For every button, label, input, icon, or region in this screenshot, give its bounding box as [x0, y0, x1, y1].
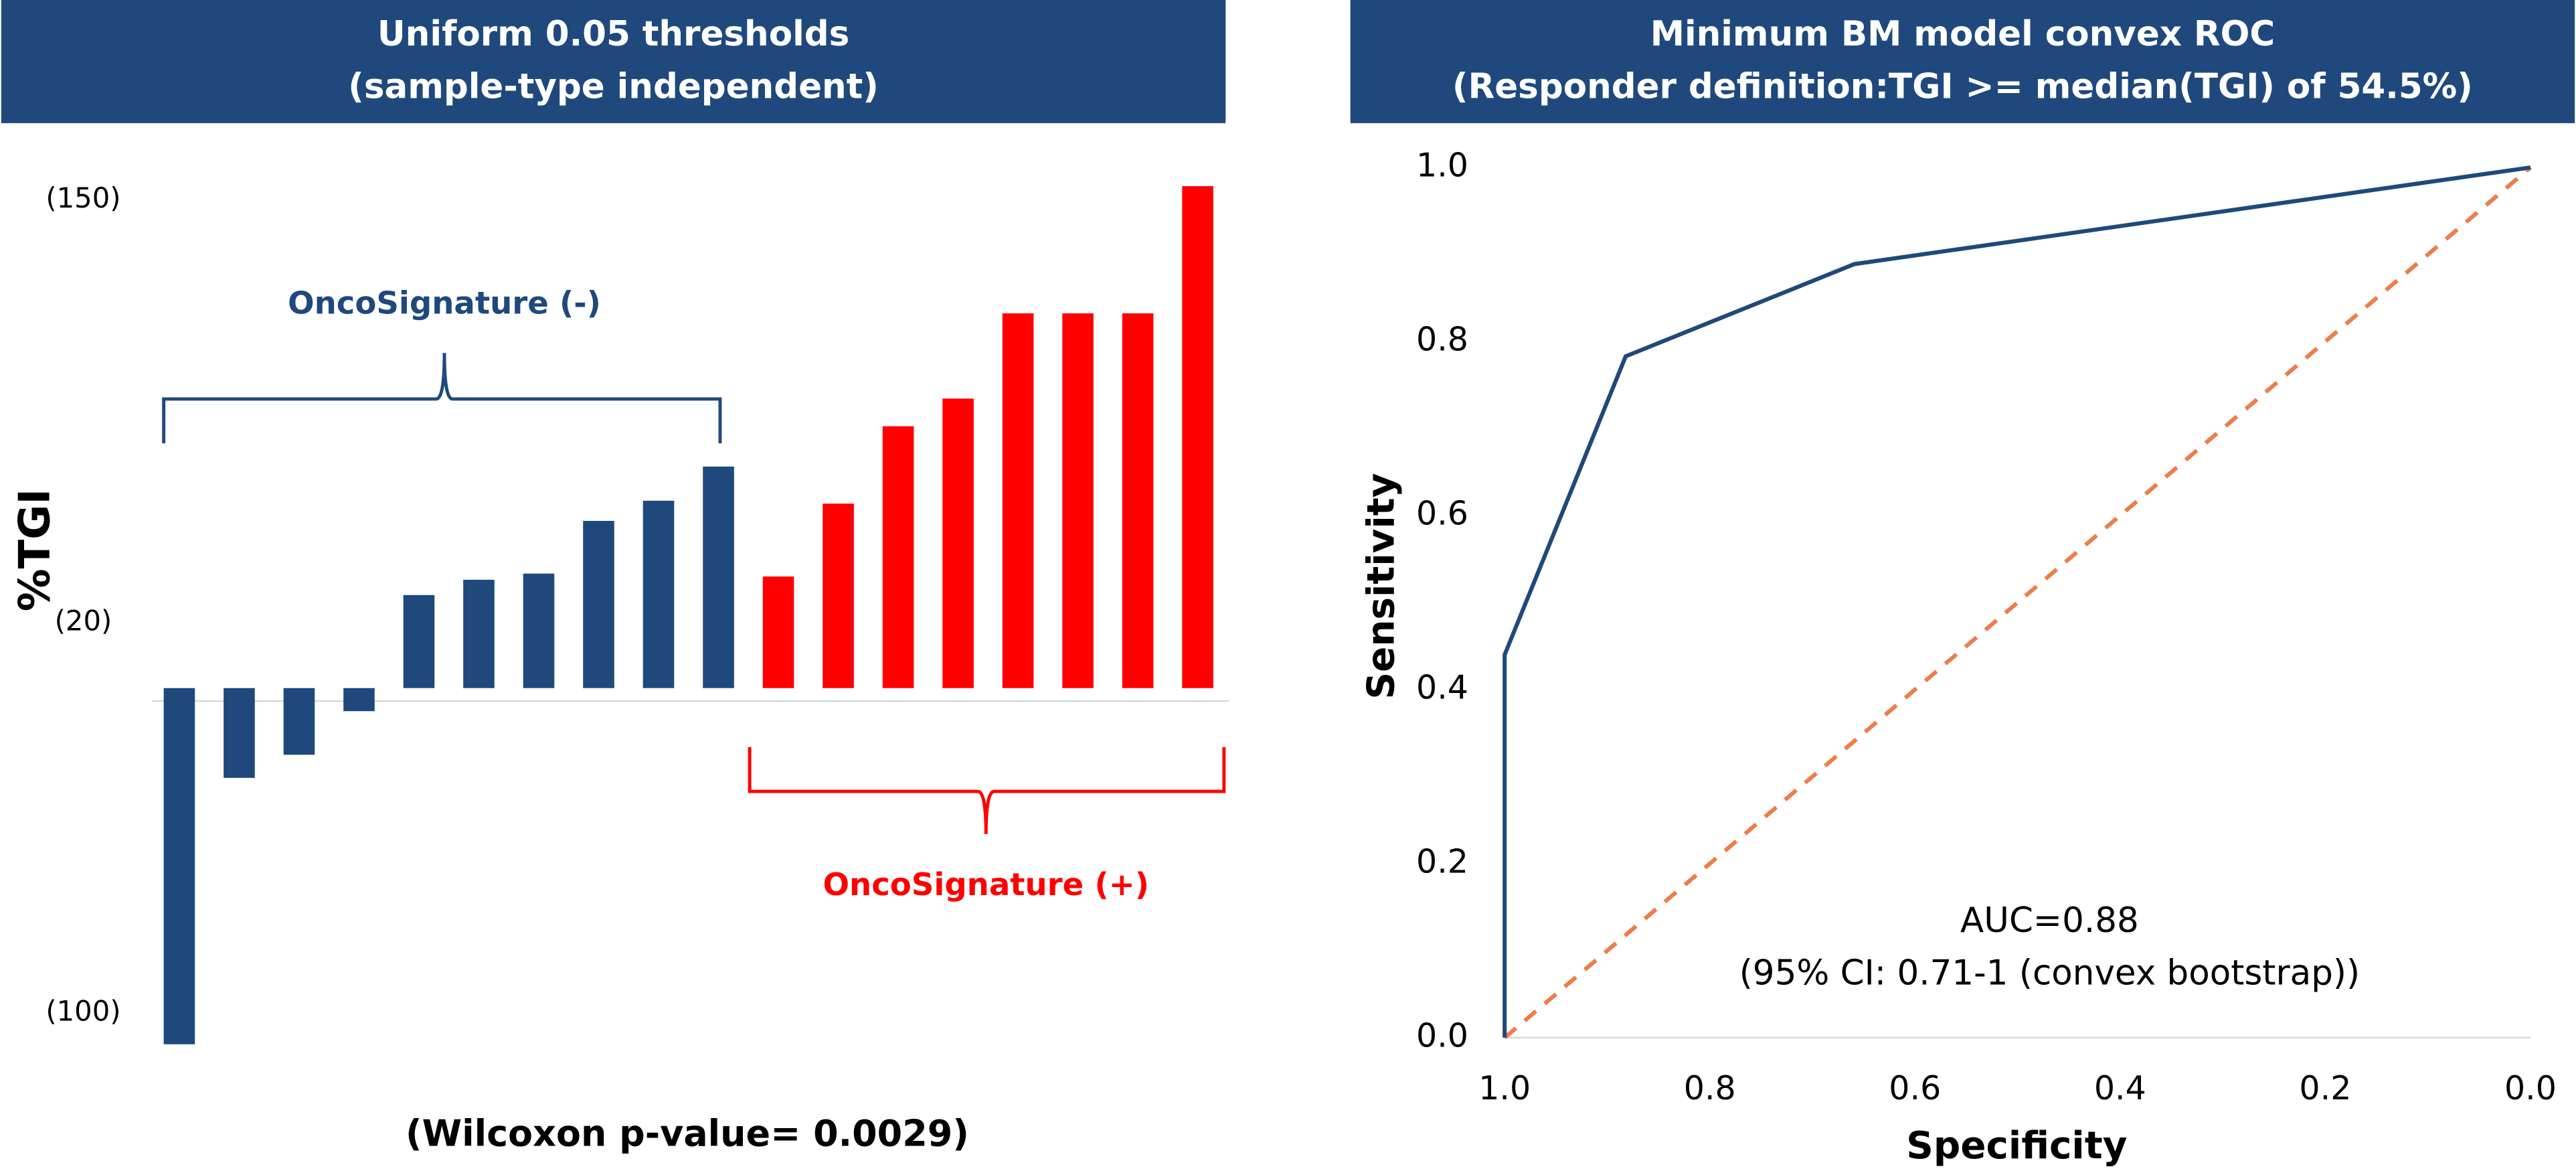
- bracket: [162, 353, 722, 444]
- group-label: OncoSignature (-): [288, 285, 601, 321]
- bar: [463, 579, 495, 688]
- x-tick-label: 0.6: [1889, 1069, 1941, 1107]
- bar: [1062, 313, 1094, 688]
- bar: [642, 500, 675, 688]
- bar: [1122, 313, 1154, 688]
- bar: [823, 503, 854, 688]
- x-tick-label: 0.4: [2094, 1069, 2146, 1107]
- bar: [762, 576, 794, 688]
- y-axis-label: %TGI: [10, 489, 60, 611]
- header-bar: [1, 0, 1226, 123]
- bar: [343, 688, 375, 712]
- bracket: [748, 747, 1226, 834]
- header-bar: [1350, 0, 2575, 123]
- chart-title: (sample-type independent): [348, 66, 879, 106]
- chart-title: (Responder definition:TGI >= median(TGI)…: [1452, 66, 2473, 106]
- y-axis-label: Sensitivity: [1359, 473, 1403, 699]
- y-tick-label: 0.2: [1416, 842, 1468, 880]
- y-tick-label: 0.0: [1416, 1016, 1468, 1054]
- bar: [224, 688, 255, 778]
- y-tick-label: 0.8: [1416, 320, 1468, 359]
- group-label: OncoSignature (+): [823, 866, 1149, 903]
- x-tick-label: 0.8: [1684, 1069, 1736, 1107]
- y-tick-label: (100): [46, 995, 120, 1028]
- x-axis-label: Specificity: [1906, 1124, 2127, 1168]
- bar: [1002, 313, 1034, 688]
- y-tick-label: 0.6: [1416, 494, 1468, 533]
- bar: [583, 521, 614, 688]
- bar: [403, 595, 435, 688]
- y-tick-label: (20): [55, 605, 112, 637]
- chart-title: Uniform 0.05 thresholds: [377, 14, 849, 54]
- bar: [882, 426, 914, 688]
- annotation: (95% CI: 0.71-1 (convex bootstrap)): [1739, 953, 2360, 994]
- bar: [163, 688, 195, 1044]
- y-tick-label: (150): [46, 181, 120, 214]
- bar: [942, 398, 974, 688]
- bar: [703, 466, 734, 688]
- roc-line: [1502, 165, 2531, 1038]
- bar: [523, 573, 555, 688]
- y-tick-label: 1.0: [1416, 146, 1468, 185]
- chart-title: Minimum BM model convex ROC: [1650, 14, 2275, 54]
- x-tick-label: 1.0: [1478, 1069, 1531, 1107]
- y-tick-label: 0.4: [1416, 668, 1468, 707]
- reference-line: [1503, 165, 2532, 1040]
- annotation: AUC=0.88: [1960, 900, 2139, 941]
- x-tick-label: 0.0: [2504, 1069, 2557, 1107]
- x-tick-label: 0.2: [2299, 1069, 2351, 1107]
- bar: [1182, 186, 1213, 688]
- bar: [283, 688, 315, 755]
- note: (Wilcoxon p-value= 0.0029): [406, 1113, 969, 1155]
